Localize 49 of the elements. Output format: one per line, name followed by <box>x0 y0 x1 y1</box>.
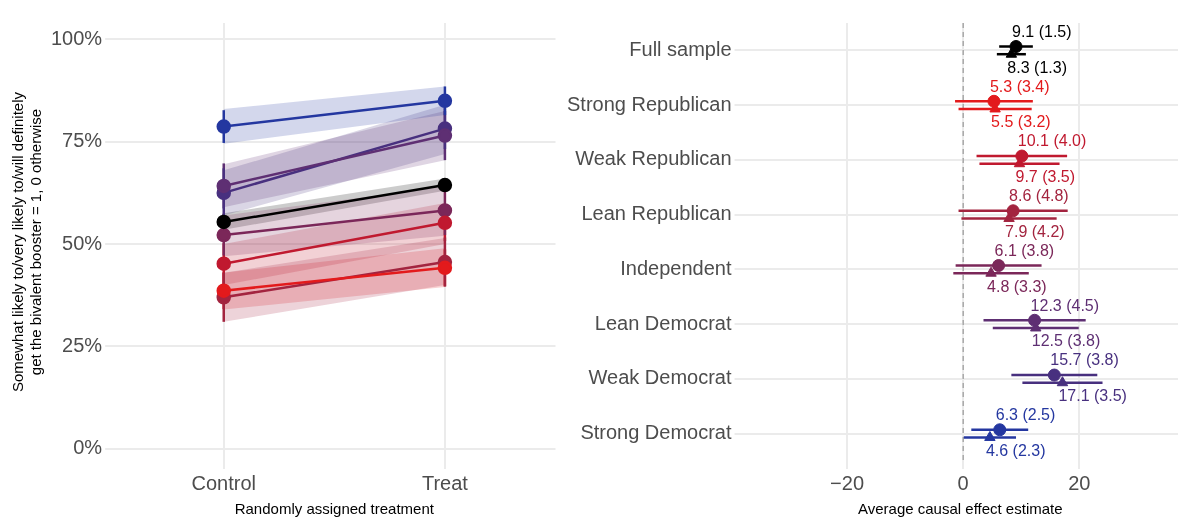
y-tick-label: Lean Democrat <box>594 311 732 334</box>
y-tick-label: Independent <box>620 256 732 279</box>
x-tick-label: 0 <box>957 471 969 494</box>
data-label: 6.3 (2.5) <box>995 406 1056 424</box>
point <box>437 93 453 109</box>
data-label: 15.7 (3.8) <box>1050 351 1119 369</box>
point <box>216 227 231 243</box>
y-tick-label: Full sample <box>629 37 732 60</box>
point <box>437 215 453 231</box>
y-tick-label: 75% <box>62 129 103 152</box>
data-label: 7.9 (4.2) <box>1005 222 1065 240</box>
x-tick-label: −20 <box>830 471 865 494</box>
data-label: 6.1 (3.8) <box>994 241 1055 259</box>
data-label: 5.3 (3.4) <box>989 77 1050 95</box>
y-tick-label: 25% <box>62 333 103 356</box>
data-label: 8.3 (1.3) <box>1007 58 1067 76</box>
y-tick-label: 50% <box>62 231 103 254</box>
point <box>216 283 231 298</box>
point <box>437 177 453 193</box>
y-tick-label: Lean Republican <box>581 202 732 225</box>
y-tick-label: Weak Democrat <box>588 366 732 389</box>
point <box>216 178 231 194</box>
data-label: 9.1 (1.5) <box>1012 22 1072 40</box>
data-label: 12.3 (4.5) <box>1030 296 1100 314</box>
x-axis-title: Average causal effect estimate <box>857 500 1063 518</box>
data-label: 17.1 (3.5) <box>1058 387 1127 405</box>
y-tick-label: Strong Republican <box>566 92 732 115</box>
data-label: 4.8 (3.3) <box>987 277 1047 295</box>
point <box>216 214 231 230</box>
point <box>216 256 231 271</box>
point <box>437 128 453 143</box>
x-tick-label: Control <box>191 471 256 494</box>
data-label: 8.6 (4.8) <box>1009 187 1069 205</box>
point <box>437 260 453 276</box>
y-tick-label: Weak Republican <box>575 147 732 170</box>
y-axis-title: Somewhat likely to/very likely to/will definitely get the bivalent booster = 1, 0 otherwise <box>9 91 45 393</box>
data-label: 4.6 (2.3) <box>985 441 1046 459</box>
point <box>437 203 453 218</box>
data-label: 5.5 (3.2) <box>991 113 1051 131</box>
data-label: 9.7 (3.5) <box>1015 168 1076 186</box>
y-tick-label: Strong Democrat <box>580 421 732 444</box>
x-tick-label: 20 <box>1068 471 1091 494</box>
point <box>216 119 231 134</box>
y-tick-label: 100% <box>51 26 103 49</box>
x-tick-label: Treat <box>421 471 469 494</box>
data-label: 10.1 (4.0) <box>1017 132 1087 150</box>
y-tick-label: 0% <box>73 436 103 459</box>
data-label: 12.5 (3.8) <box>1031 332 1101 350</box>
x-axis-title: Randomly assigned treatment <box>234 500 435 518</box>
